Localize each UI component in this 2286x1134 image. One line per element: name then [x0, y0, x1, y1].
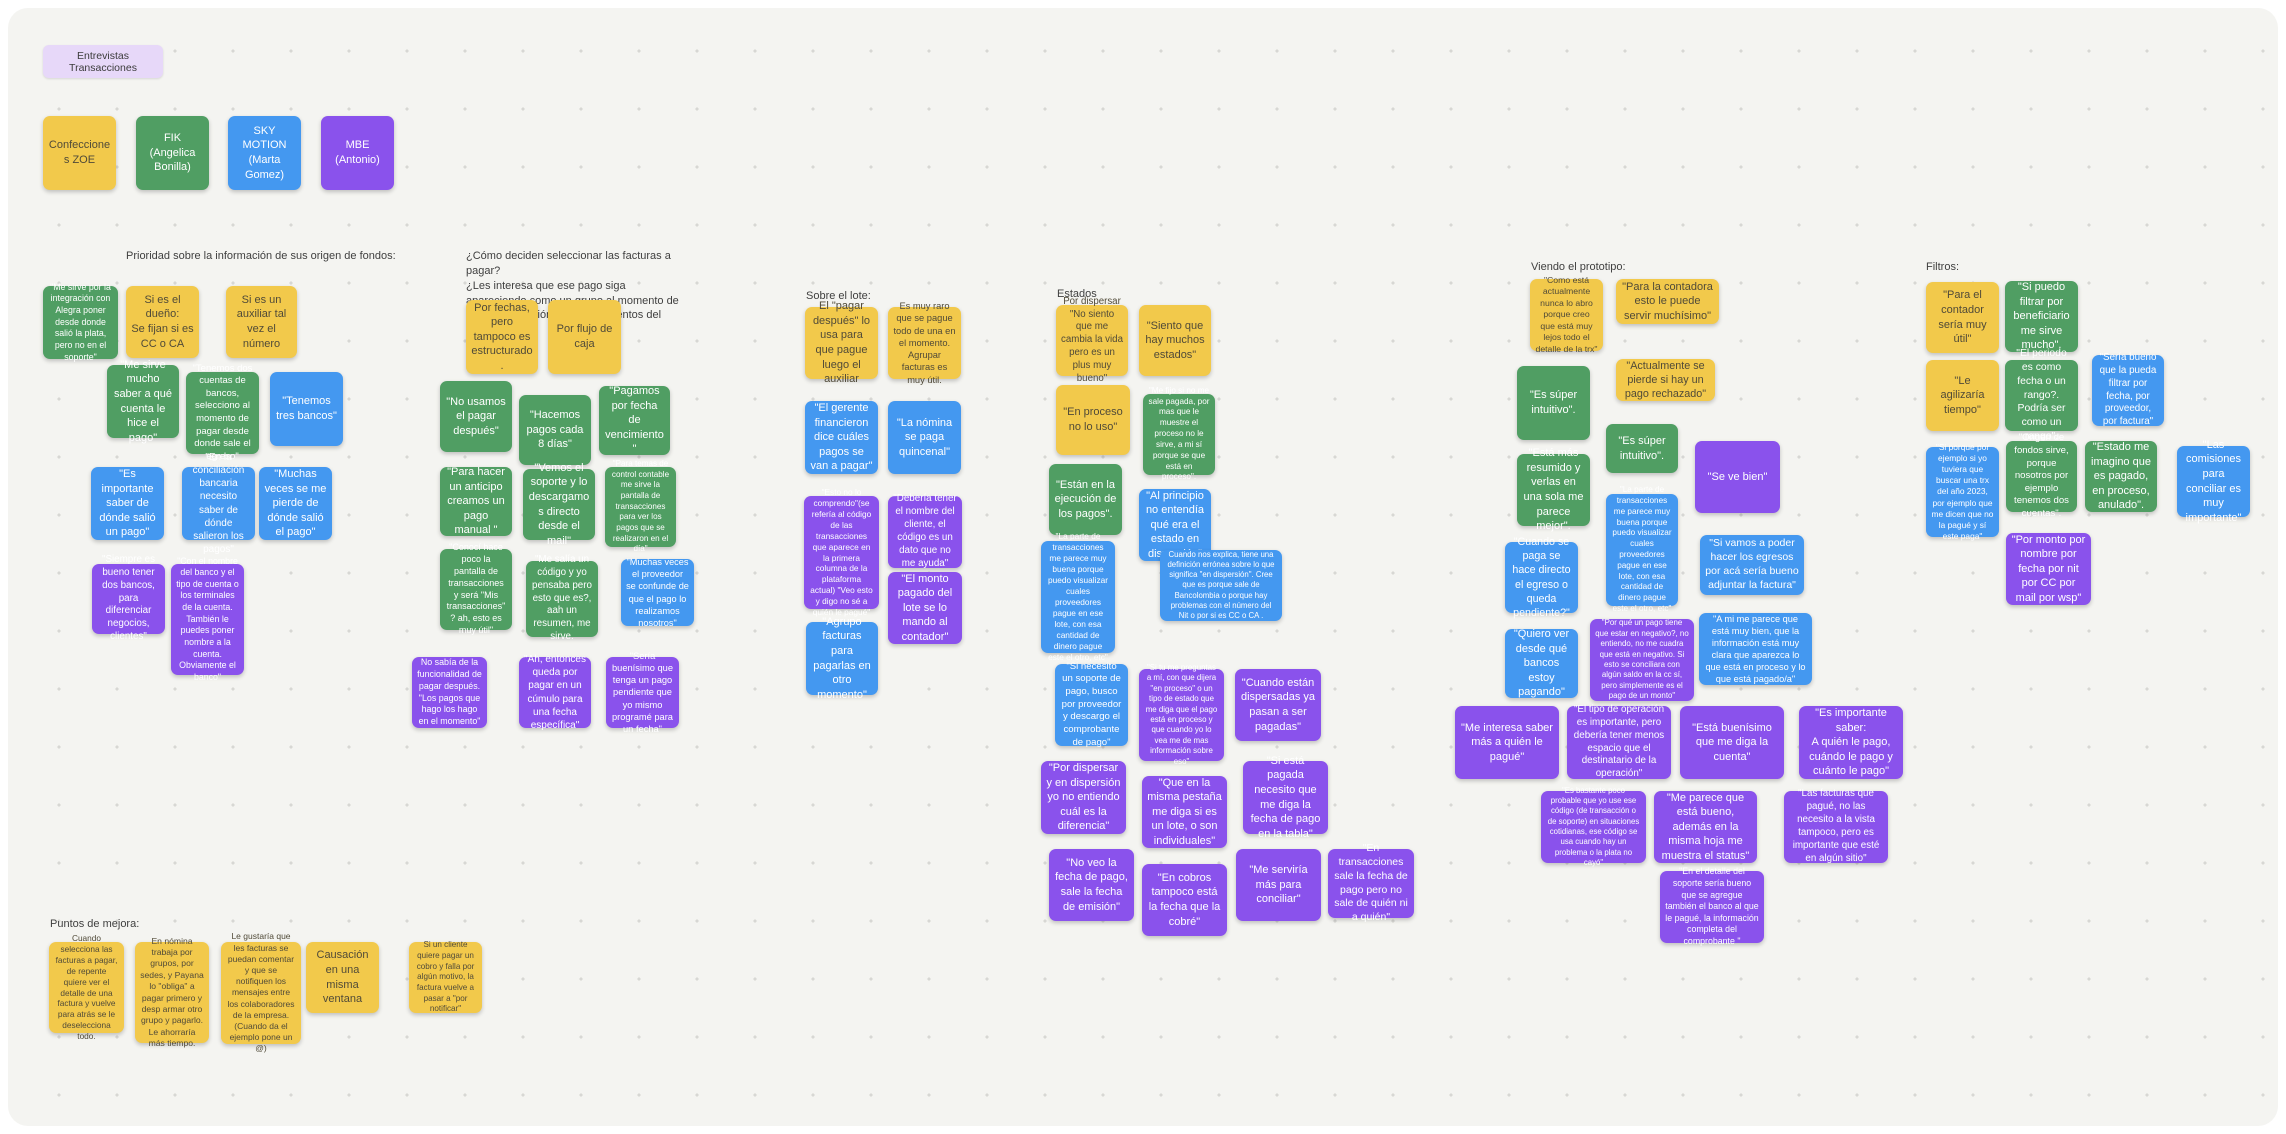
sticky-note[interactable]: "Me serviría más para conciliar" — [1236, 849, 1321, 921]
sticky-note[interactable]: "Me interesa saber más a quién le pagué" — [1455, 706, 1559, 779]
sticky-note[interactable]: "Se ve bien" — [1695, 441, 1780, 513]
sticky-note[interactable]: Por fechas, pero tampoco es estructurado… — [466, 300, 538, 374]
sticky-note[interactable]: "Es súper intuitivo". — [1517, 366, 1590, 440]
sticky-note[interactable]: "Tenemos dos cuentas de bancos, seleccio… — [186, 363, 259, 462]
sticky-note[interactable]: FIK (Angelica Bonilla) — [136, 116, 209, 190]
sticky-note[interactable]: "En transacciones sale la fecha de pago … — [1328, 842, 1414, 923]
sticky-note[interactable]: "Cuando están dispersadas ya pasan a ser… — [1235, 669, 1321, 741]
sticky-note[interactable]: "Las facturas que pagué, no las necesito… — [1784, 788, 1888, 864]
sticky-note[interactable]: "Para el contador sería muy útil" — [1926, 282, 1999, 353]
sticky-note[interactable]: "Sería buenísimo que tenga un pago pendi… — [606, 651, 679, 734]
sticky-note[interactable]: "Por dispersar y en dispersión yo no ent… — [1041, 761, 1126, 834]
sticky-note[interactable]: "Muchas veces se me pierde de dónde sali… — [259, 467, 332, 540]
sticky-note[interactable]: "La nómina se paga quincenal" — [888, 401, 961, 474]
sticky-note[interactable]: "Me sirve mucho saber a qué cuenta le hi… — [107, 359, 179, 444]
sticky-note[interactable]: "Vemos el soporte y lo descargamos direc… — [523, 462, 595, 547]
sticky-note[interactable]: "En proceso no lo uso" — [1056, 385, 1130, 455]
sticky-note[interactable]: SKY MOTION (Marta Gomez) — [228, 116, 301, 190]
sticky-note[interactable]: "Estado me imagino que es pagado, en pro… — [2085, 441, 2157, 512]
cluster-heading-puntos-de-mejora[interactable]: Puntos de mejora: — [50, 918, 140, 930]
sticky-note[interactable]: Por dispersar "No siento que me cambia l… — [1056, 296, 1128, 384]
sticky-note[interactable]: "Están en la ejecución de los pagos". — [1049, 464, 1122, 535]
sticky-note[interactable]: "Es bastante poco probable que yo use es… — [1541, 786, 1646, 867]
sticky-note[interactable]: "La parte de transacciones me parece muy… — [1041, 531, 1115, 662]
sticky-note[interactable]: "Esto no lo comprendo"(se refería al cód… — [804, 487, 879, 617]
sticky-note[interactable]: "Si está pagada necesito que me diga la … — [1243, 755, 1328, 840]
sticky-note[interactable]: "Para la contadora esto le puede servir … — [1616, 279, 1719, 324]
sticky-note[interactable]: "Para temas de control contable me sirve… — [605, 459, 676, 553]
sticky-note[interactable]: "Me salía un código y yo pensaba pero es… — [526, 554, 598, 642]
cluster-heading-viendo-el-prototipo[interactable]: Viendo el prototipo: — [1531, 261, 1626, 273]
board-title-chip[interactable]: Entrevistas Transacciones — [43, 45, 163, 78]
sticky-note[interactable]: "Por qué un pago tiene que estar en nega… — [1590, 618, 1694, 701]
sticky-note[interactable]: "Es súper intuitivo". — [1606, 424, 1678, 473]
sticky-note[interactable]: Le gustaría que les facturas se puedan c… — [221, 931, 301, 1053]
cluster-heading-filtros[interactable]: Filtros: — [1926, 261, 1959, 273]
sticky-note[interactable]: Confecciones ZOE — [43, 116, 116, 190]
sticky-note[interactable]: "La parte de transacciones me parece muy… — [1606, 485, 1678, 613]
sticky-note[interactable]: "Está buenísimo que me diga la cuenta" — [1680, 706, 1784, 779]
board-canvas[interactable]: Entrevistas Transacciones Confecciones Z… — [8, 8, 2278, 1126]
sticky-note[interactable]: "Para hacer un anticipo creamos un pago … — [440, 466, 512, 536]
sticky-note[interactable]: Es muy raro que se pague todo de una en … — [888, 301, 961, 385]
sticky-note[interactable]: El "pagar después" lo usa para que pague… — [805, 300, 878, 385]
sticky-note[interactable]: "Si necesito un soporte de pago, busco p… — [1055, 661, 1128, 748]
sticky-note[interactable]: Cuando selecciona las facturas a pagar, … — [49, 933, 124, 1041]
sticky-note[interactable]: "El periodo es como fecha o un rango?. P… — [2005, 348, 2078, 442]
sticky-note[interactable]: "Tenemos tres bancos" — [270, 372, 343, 446]
sticky-note[interactable]: "Me sirve por la integración con Alegra … — [43, 282, 118, 362]
sticky-note[interactable]: Si es un auxiliar tal vez el número — [226, 286, 297, 358]
sticky-note[interactable]: "Las comisiones para conciliar es muy im… — [2177, 439, 2250, 524]
sticky-note[interactable]: Cuando nos explica, tiene una definición… — [1160, 550, 1282, 621]
sticky-note[interactable]: "Siento que hay muchos estados" — [1139, 305, 1211, 376]
sticky-note[interactable]: "Si vamos a poder hacer los egresos por … — [1700, 535, 1804, 595]
sticky-note[interactable]: "Sería bueno que la pueda filtrar por fe… — [2092, 352, 2164, 427]
sticky-note[interactable]: "En la conciliación bancaria necesito sa… — [182, 452, 255, 555]
sticky-note[interactable]: "Es importante saber de dónde salió un p… — [91, 467, 164, 540]
sticky-note[interactable]: "Ah, entonces queda por pagar en un cúmu… — [519, 654, 591, 731]
cluster-heading-sobre-el-lote[interactable]: Sobre el lote: — [806, 290, 871, 302]
sticky-note[interactable]: No sabía de la funcionalidad de pagar de… — [412, 657, 487, 728]
sticky-note[interactable]: "Como está actualmente nunca lo abro por… — [1530, 275, 1603, 354]
sticky-note[interactable]: "Por monto por nombre por fecha por nit … — [2006, 533, 2091, 605]
sticky-note[interactable]: "Me parece que está bueno, además en la … — [1654, 791, 1757, 863]
sticky-note[interactable]: "Si tu me preguntas a mí, con que dijera… — [1139, 663, 1224, 766]
sticky-note[interactable]: "Está más resumido y verlas en una sola … — [1517, 447, 1590, 532]
sticky-note[interactable]: Por flujo de caja — [548, 300, 621, 374]
sticky-note[interactable]: "Con el nombre del banco y el tipo de cu… — [171, 556, 244, 682]
sticky-note[interactable]: "En el detalle del soporte sería bueno q… — [1660, 866, 1764, 946]
sticky-note[interactable]: "Agrupo facturas para pagarlas en otro m… — [806, 616, 878, 701]
sticky-note[interactable]: "Que en la misma pestaña me diga si es u… — [1142, 776, 1227, 848]
sticky-note[interactable]: "Origen de fondos sirve, porque nosotros… — [2006, 432, 2077, 519]
board-title: Entrevistas Transacciones — [69, 49, 137, 74]
sticky-note[interactable]: "No veo la fecha de pago, sale la fecha … — [1049, 849, 1134, 921]
sticky-note[interactable]: En nómina trabaja por grupos, por sedes,… — [135, 936, 209, 1048]
sticky-note[interactable]: "Debería tener el nombre del cliente, el… — [888, 493, 962, 569]
cluster-heading-prioridad-origen-fondos[interactable]: Prioridad sobre la información de sus or… — [126, 250, 396, 262]
sticky-note[interactable]: "Cuando se paga se hace directo el egres… — [1505, 536, 1578, 619]
sticky-note[interactable]: "El gerente financieron dice cuáles pago… — [805, 401, 878, 474]
sticky-note[interactable]: "El tipo de operación es importante, per… — [1567, 704, 1671, 779]
sticky-note[interactable]: Si un cliente quiere pagar un cobro y fa… — [409, 940, 482, 1013]
sticky-note[interactable]: Si es el dueño: Se fijan si es CC o CA — [126, 286, 199, 358]
sticky-note[interactable]: "No usamos el pagar después" — [440, 381, 512, 452]
sticky-note[interactable]: "Hacemos pagos cada 8 días" — [519, 395, 591, 465]
sticky-note[interactable]: "En cobros tampoco está la fecha que la … — [1142, 864, 1227, 936]
sticky-note[interactable]: "Si puedo filtrar por beneficiario me si… — [2005, 281, 2078, 352]
sticky-note[interactable]: "Muchas veces el proveedor se confunde d… — [621, 557, 694, 628]
sticky-note[interactable]: "Si porque por ejemplo si yo tuviera que… — [1926, 442, 1999, 541]
sticky-note[interactable]: "A mi me parece que está muy bien, que l… — [1699, 613, 1812, 685]
sticky-note[interactable]: "Es importante saber: A quién le pago, c… — [1799, 706, 1903, 779]
sticky-note[interactable]: "El monto pagado del lote se lo mando al… — [888, 572, 962, 644]
sticky-note[interactable]: "Le agilizaría tiempo" — [1926, 360, 1999, 431]
sticky-note[interactable]: "Quiero ver desde qué bancos estoy pagan… — [1505, 628, 1578, 698]
sticky-note[interactable]: MBE (Antonio) — [321, 116, 394, 190]
sticky-note[interactable]: "Actualmente se pierde si hay un pago re… — [1616, 359, 1715, 401]
sticky-note[interactable]: Causación en una misma ventana — [306, 942, 379, 1013]
cluster-heading-estados[interactable]: Estados — [1057, 288, 1097, 300]
sticky-note[interactable]: "Siempre es bueno tener dos bancos, para… — [92, 554, 165, 642]
sticky-note[interactable]: "Me fijo si no me sale pagada, por mas q… — [1143, 386, 1215, 481]
sticky-note[interactable]: "Conocí hace poco la pantalla de transac… — [440, 542, 512, 635]
sticky-note[interactable]: "Pagamos por fecha de vencimiento" — [599, 385, 670, 455]
